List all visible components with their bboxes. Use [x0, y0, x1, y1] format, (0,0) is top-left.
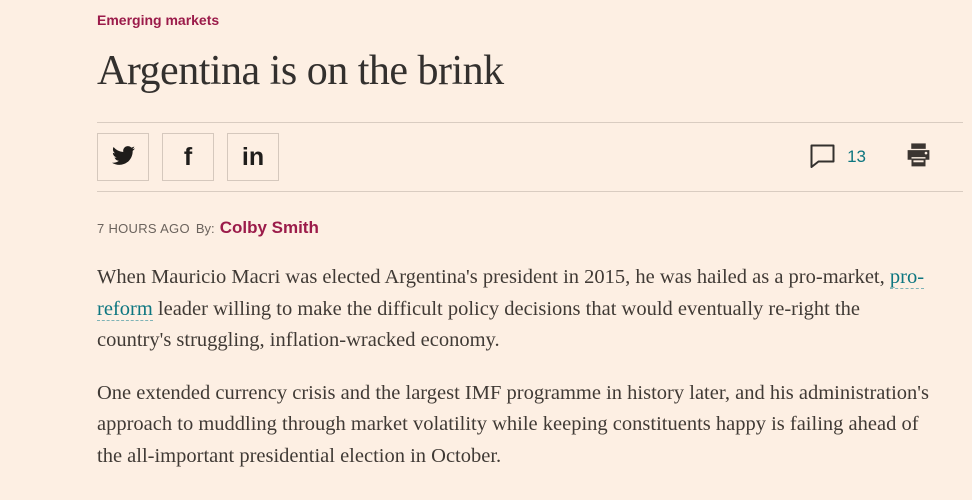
- social-share-group: f in: [97, 133, 279, 181]
- article-body: When Mauricio Macri was elected Argentin…: [97, 262, 963, 472]
- facebook-share-button[interactable]: f: [162, 133, 214, 181]
- byline: 7 HOURS AGO By: Colby Smith: [97, 218, 963, 238]
- comment-count: 13: [847, 147, 866, 166]
- twitter-icon: [111, 144, 135, 170]
- timestamp: 7 HOURS AGO: [97, 221, 190, 236]
- comment-bubble-icon: [809, 143, 836, 171]
- paragraph-text: leader willing to make the difficult pol…: [97, 297, 861, 352]
- share-toolbar: f in 13: [97, 122, 963, 192]
- linkedin-icon: in: [241, 142, 265, 171]
- section-tag-link[interactable]: Emerging markets: [97, 12, 220, 28]
- twitter-share-button[interactable]: [97, 133, 149, 181]
- article-actions: 13: [809, 141, 963, 173]
- paragraph-text: When Mauricio Macri was elected Argentin…: [97, 266, 890, 288]
- print-button[interactable]: [904, 141, 933, 173]
- article-page: Emerging markets Argentina is on the bri…: [97, 0, 963, 472]
- by-label: By:: [195, 221, 215, 236]
- paragraph: When Mauricio Macri was elected Argentin…: [97, 262, 937, 357]
- comments-button[interactable]: 13: [809, 143, 866, 171]
- facebook-icon: f: [183, 142, 193, 171]
- paragraph: One extended currency crisis and the lar…: [97, 381, 929, 467]
- printer-icon: [904, 141, 933, 173]
- linkedin-share-button[interactable]: in: [227, 133, 279, 181]
- page-title: Argentina is on the brink: [97, 48, 504, 94]
- pro-reform-link[interactable]: pro-reform: [97, 266, 925, 321]
- author-link[interactable]: Colby Smith: [219, 218, 319, 237]
